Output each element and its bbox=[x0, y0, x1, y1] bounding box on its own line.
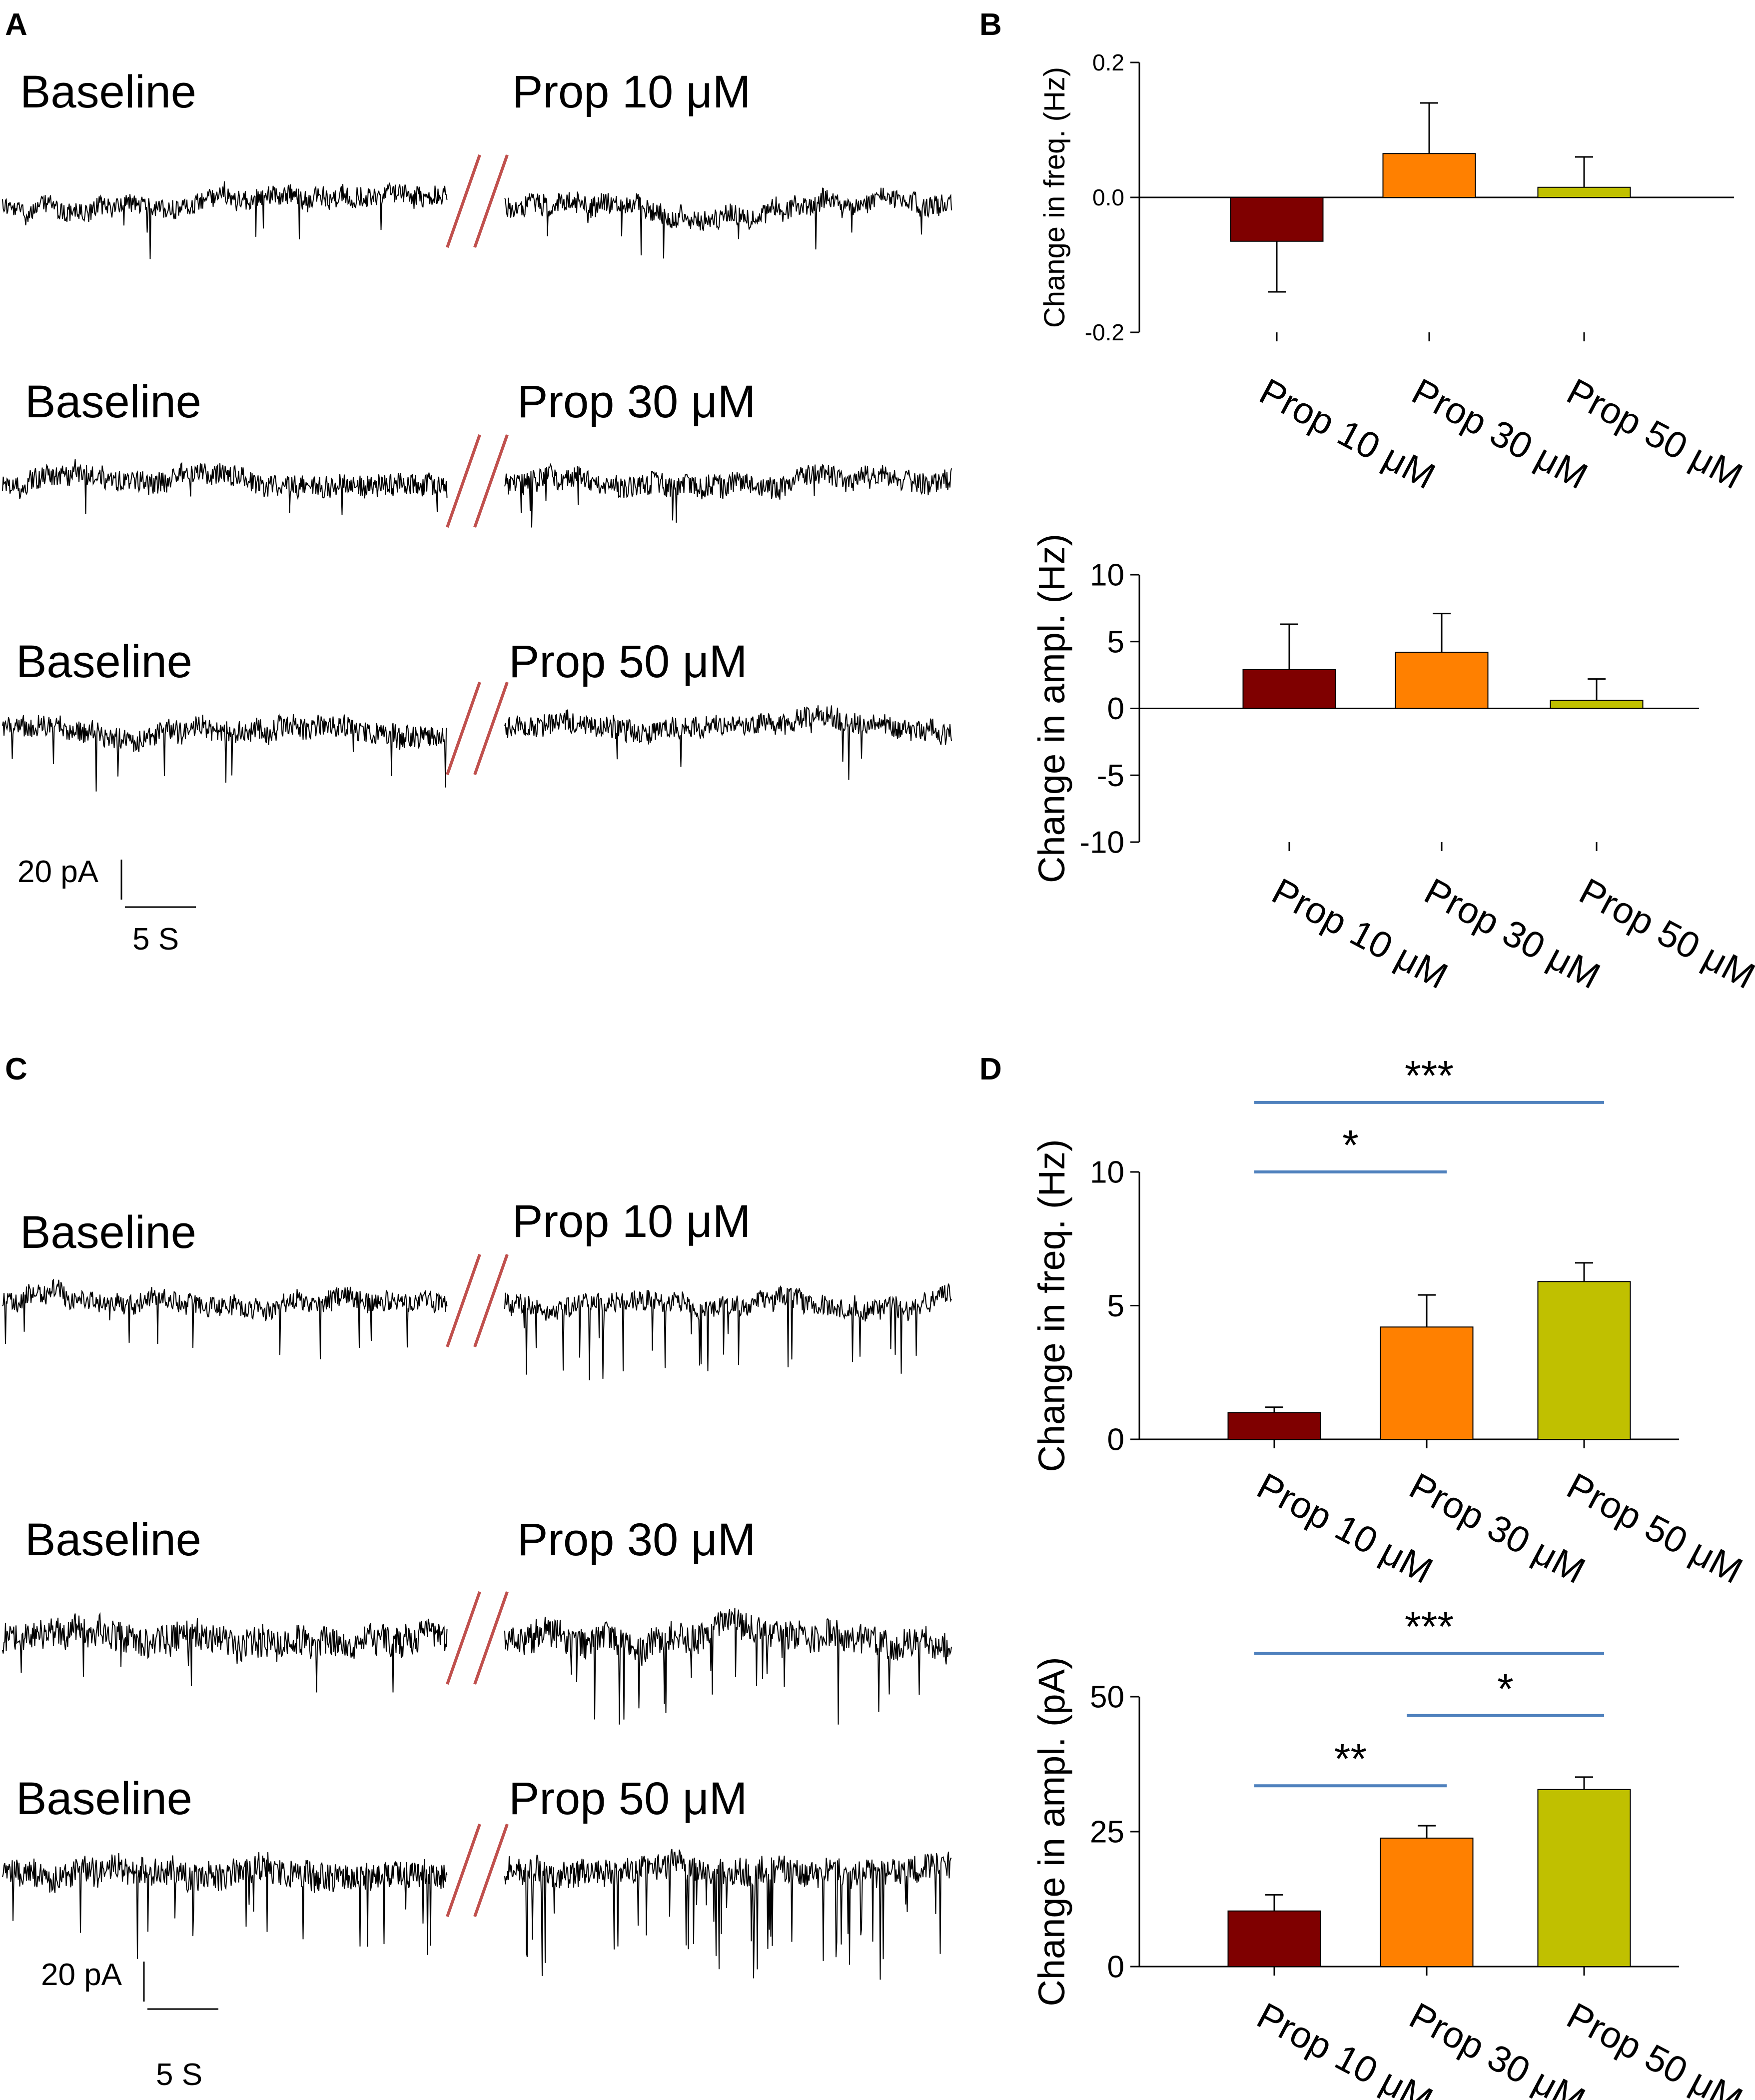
bar-prop-10 bbox=[1227, 1412, 1321, 1440]
y-tick-label: 50 bbox=[1090, 1680, 1124, 1715]
drug-trace bbox=[504, 463, 952, 528]
x-tick-label: Prop 10 μM bbox=[1253, 370, 1442, 497]
trace-label-baseline: Baseline bbox=[25, 1514, 201, 1565]
panel-letter-d: D bbox=[979, 1052, 1002, 1086]
x-tick-label: Prop 30 μM bbox=[1403, 1465, 1592, 1592]
x-tick-label: Prop 30 μM bbox=[1405, 370, 1594, 497]
significance-label: * bbox=[1497, 1665, 1514, 1712]
x-tick-label: Prop 10 μM bbox=[1250, 1465, 1439, 1592]
break-mark bbox=[473, 154, 509, 248]
break-mark bbox=[446, 1591, 481, 1685]
panel-letter-c: C bbox=[5, 1052, 27, 1086]
bar-prop-50 bbox=[1537, 1789, 1631, 1967]
y-axis-label: Change in freq. (Hz) bbox=[1031, 1139, 1072, 1472]
trace-label-drug: Prop 50 μM bbox=[509, 636, 747, 687]
chart-b-freq: -0.2 0.0 0.2 Change in freq. (Hz) Prop 10 μM… bbox=[1038, 49, 1750, 497]
drug-trace bbox=[504, 1283, 952, 1380]
y-axis-label: Change in ampl. (pA) bbox=[1031, 1657, 1072, 2006]
baseline-trace bbox=[2, 181, 448, 259]
significance-label: *** bbox=[1405, 1603, 1454, 1650]
y-tick-label: 0 bbox=[1107, 1950, 1124, 1985]
bar-prop-10 bbox=[1230, 197, 1324, 242]
bar-prop-10 bbox=[1227, 1910, 1321, 1968]
break-mark bbox=[446, 1824, 481, 1917]
break-mark bbox=[446, 682, 481, 775]
drug-trace bbox=[504, 705, 952, 780]
scale-bar-horizontal-label: 5 S bbox=[156, 2058, 202, 2092]
scale-bar: 20 pA 5 S bbox=[17, 855, 196, 957]
current-traces bbox=[2, 154, 952, 1980]
panel-letter-b: B bbox=[979, 7, 1002, 42]
bar-prop-50 bbox=[1550, 700, 1644, 709]
trace-label-drug: Prop 10 μM bbox=[512, 1196, 751, 1247]
drug-trace bbox=[504, 1849, 952, 1980]
baseline-trace bbox=[2, 1612, 448, 1693]
scale-bar: 20 pA 5 S bbox=[41, 1958, 218, 2092]
y-tick-label: 0 bbox=[1107, 692, 1124, 726]
bar-prop-30 bbox=[1380, 1837, 1474, 1967]
y-tick-label: 0 bbox=[1107, 1423, 1124, 1457]
baseline-trace bbox=[2, 713, 447, 792]
bar-charts: -0.2 0.0 0.2 Change in freq. (Hz) Prop 10 μM… bbox=[1031, 49, 1755, 2100]
bar-prop-30 bbox=[1380, 1326, 1474, 1440]
baseline-trace bbox=[2, 1278, 448, 1359]
break-mark bbox=[446, 434, 481, 528]
y-tick-label: -5 bbox=[1097, 759, 1124, 793]
break-mark bbox=[473, 1824, 509, 1917]
baseline-trace bbox=[2, 1852, 448, 1959]
y-tick-label: 5 bbox=[1107, 1289, 1124, 1323]
y-tick-label: 25 bbox=[1090, 1815, 1124, 1850]
break-mark bbox=[473, 434, 509, 528]
bar-prop-10 bbox=[1242, 669, 1336, 709]
scale-bar-horizontal-label: 5 S bbox=[132, 922, 179, 957]
x-tick-label: Prop 50 μM bbox=[1573, 870, 1755, 997]
y-tick-label: -0.2 bbox=[1085, 319, 1124, 345]
significance-label: *** bbox=[1405, 1052, 1454, 1099]
trace-label-baseline: Baseline bbox=[20, 1207, 196, 1258]
x-tick-label: Prop 10 μM bbox=[1265, 870, 1454, 997]
trace-label-baseline: Baseline bbox=[20, 66, 196, 117]
x-tick-label: Prop 50 μM bbox=[1560, 1465, 1749, 1592]
scale-bar-vertical-label: 20 pA bbox=[41, 1958, 122, 1992]
x-tick-label: Prop 50 μM bbox=[1560, 370, 1749, 497]
trace-label-drug: Prop 10 μM bbox=[512, 66, 751, 117]
baseline-trace bbox=[2, 459, 448, 515]
y-tick-label: 5 bbox=[1107, 625, 1124, 659]
significance-label: * bbox=[1342, 1121, 1359, 1168]
bar-prop-30 bbox=[1395, 652, 1489, 709]
trace-label-drug: Prop 30 μM bbox=[517, 376, 756, 427]
break-mark bbox=[446, 1254, 481, 1347]
y-tick-label: 10 bbox=[1090, 558, 1124, 593]
bar-prop-50 bbox=[1537, 186, 1631, 198]
break-mark bbox=[446, 154, 481, 248]
y-tick-label: 0.0 bbox=[1092, 184, 1124, 210]
x-tick-label: Prop 10 μM bbox=[1250, 1995, 1439, 2100]
trace-label-baseline: Baseline bbox=[25, 376, 201, 427]
y-axis-label: Change in freq. (Hz) bbox=[1038, 67, 1071, 328]
break-mark bbox=[473, 1591, 509, 1685]
y-tick-label: -10 bbox=[1079, 826, 1124, 860]
y-axis-label: Change in ampl. (Hz) bbox=[1031, 534, 1072, 883]
y-tick-label: 0.2 bbox=[1092, 49, 1124, 75]
trace-label-baseline: Baseline bbox=[16, 636, 192, 687]
drug-trace bbox=[504, 187, 952, 259]
x-tick-label: Prop 30 μM bbox=[1418, 870, 1607, 997]
drug-trace bbox=[504, 1608, 952, 1725]
panel-letter-a: A bbox=[5, 7, 27, 42]
break-mark bbox=[473, 682, 509, 775]
trace-label-drug: Prop 30 μM bbox=[517, 1514, 756, 1565]
significance-label: ** bbox=[1334, 1735, 1367, 1782]
trace-label-drug: Prop 50 μM bbox=[509, 1773, 747, 1824]
bar-prop-30 bbox=[1382, 153, 1476, 198]
trace-label-baseline: Baseline bbox=[16, 1773, 192, 1824]
scale-bar-vertical-label: 20 pA bbox=[17, 855, 99, 889]
bar-prop-50 bbox=[1537, 1281, 1631, 1440]
y-tick-label: 10 bbox=[1090, 1155, 1124, 1190]
break-mark bbox=[473, 1254, 509, 1347]
